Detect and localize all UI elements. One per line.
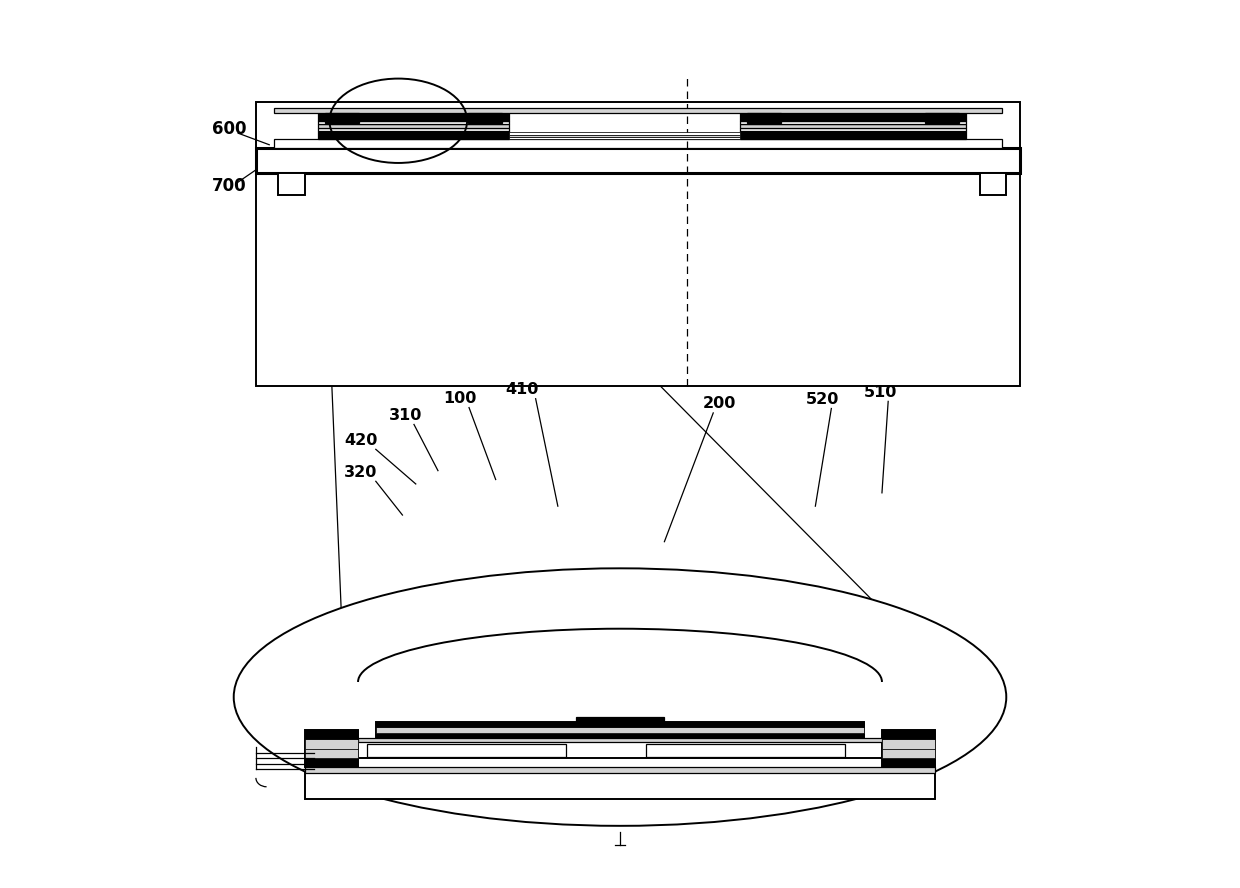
Bar <box>508 132 740 135</box>
Text: 200: 200 <box>703 396 737 411</box>
Text: 420: 420 <box>343 432 377 448</box>
Bar <box>319 128 508 131</box>
Text: 600: 600 <box>212 120 246 138</box>
Text: 510: 510 <box>863 385 897 400</box>
Bar <box>319 113 508 121</box>
Bar <box>319 131 508 139</box>
Bar <box>274 108 1002 113</box>
Bar <box>646 744 846 757</box>
Bar <box>358 738 882 742</box>
Text: 700: 700 <box>212 178 247 195</box>
Bar <box>305 730 358 739</box>
Bar <box>358 742 882 758</box>
Bar <box>376 722 864 727</box>
Bar <box>508 135 740 137</box>
Bar <box>740 113 966 121</box>
Bar <box>325 113 358 123</box>
Bar <box>305 730 358 767</box>
Bar <box>740 121 966 124</box>
Bar <box>376 727 864 733</box>
Bar <box>305 739 358 749</box>
Bar <box>740 128 966 131</box>
Bar <box>305 749 358 757</box>
Text: 310: 310 <box>388 408 422 423</box>
Bar <box>882 749 935 757</box>
Bar <box>577 717 663 722</box>
Text: 320: 320 <box>343 464 377 480</box>
Bar <box>882 757 935 767</box>
Bar <box>255 148 1019 173</box>
Bar <box>319 124 508 128</box>
Bar <box>376 722 864 738</box>
Text: 410: 410 <box>506 382 539 397</box>
Bar <box>305 767 935 773</box>
Bar <box>882 739 935 749</box>
Bar <box>305 757 358 767</box>
Bar <box>882 730 935 767</box>
Bar <box>508 137 740 139</box>
Ellipse shape <box>233 568 1007 826</box>
Bar <box>740 124 966 128</box>
Bar <box>274 139 1002 148</box>
Bar <box>278 173 305 195</box>
Bar <box>255 102 1019 386</box>
Bar <box>925 113 960 123</box>
Text: 100: 100 <box>444 391 477 406</box>
Bar <box>980 173 1007 195</box>
Bar <box>740 131 966 139</box>
Bar <box>367 744 565 757</box>
Bar <box>319 121 508 124</box>
Bar <box>746 113 781 123</box>
Text: 520: 520 <box>806 392 839 407</box>
Bar <box>469 113 502 123</box>
Bar <box>882 730 935 739</box>
Bar <box>305 773 935 799</box>
Bar <box>376 733 864 738</box>
